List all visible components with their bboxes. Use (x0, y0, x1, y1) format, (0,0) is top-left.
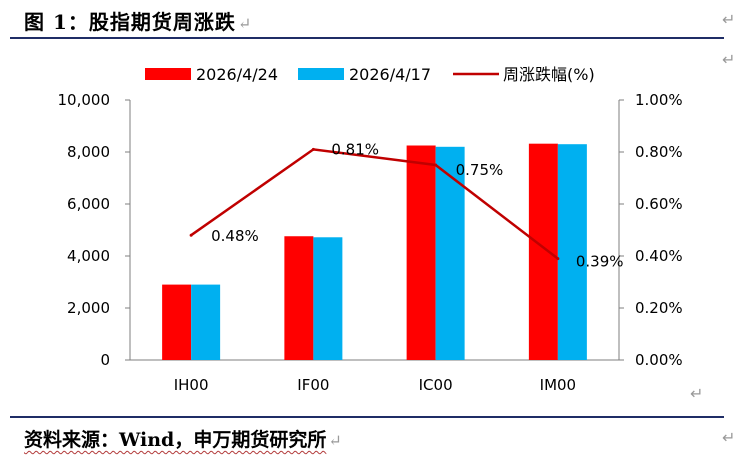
legend-label-series-2: 2026/4/17 (349, 65, 431, 84)
data-label: 0.75% (456, 161, 504, 179)
chart-bars (162, 143, 587, 360)
line-series-path (190, 148, 559, 260)
data-label: 0.48% (211, 227, 259, 245)
legend-label-series-1: 2026/4/24 (196, 65, 278, 84)
paragraph-mark-icon: ↵ (237, 14, 253, 33)
y-left-tick-label: 8,000 (67, 143, 110, 161)
line-point (311, 147, 315, 151)
x-tick-label: IF00 (297, 376, 329, 394)
legend-label-series-3: 周涨跌幅(%) (503, 65, 595, 84)
y-left-tick-label: 0 (100, 351, 110, 369)
source-note: 资料来源：Wind，申万期货研究所 ↵ (24, 425, 342, 452)
bottom-divider (10, 416, 724, 418)
legend-swatch-series-2 (298, 68, 344, 80)
y-right-tick-label: 1.00% (635, 91, 683, 109)
bar-IF00-series-1 (284, 236, 314, 360)
y-left-tick-label: 2,000 (67, 299, 110, 317)
x-tick-label: IM00 (540, 376, 576, 394)
top-divider (10, 37, 724, 39)
x-tick-label: IH00 (174, 376, 209, 394)
bar-IF00-series-2 (313, 237, 343, 360)
chart-legend: 2026/4/24 2026/4/17 周涨跌幅(%) (145, 65, 595, 84)
y-right-tick-label: 0.00% (635, 351, 683, 369)
data-label: 0.39% (576, 253, 624, 271)
chart-axes: 0 2,000 4,000 6,000 8,000 10,000 0.00% 0.20% 0.4… (58, 91, 683, 394)
y-right-tick-label: 0.40% (635, 247, 683, 265)
paragraph-mark-icon: ↵ (722, 50, 736, 69)
x-tick-label: IC00 (419, 376, 453, 394)
bar-IC00-series-1 (406, 145, 436, 360)
data-label: 0.81% (331, 140, 379, 158)
y-right-tick-label: 0.60% (635, 195, 683, 213)
y-left-tick-label: 6,000 (67, 195, 110, 213)
y-left-tick-label: 4,000 (67, 247, 110, 265)
paragraph-mark-icon: ↵ (722, 428, 736, 447)
y-right-tick-label: 0.20% (635, 299, 683, 317)
paragraph-mark-icon: ↵ (690, 384, 704, 403)
y-left-tick-label: 10,000 (58, 91, 111, 109)
bar-IM00-series-2 (557, 144, 587, 360)
line-point (556, 257, 560, 261)
bar-IM00-series-1 (528, 143, 558, 360)
source-note-text: 资料来源：Wind，申万期货研究所 (24, 429, 327, 451)
chart-line: 0.48% 0.81% 0.75% 0.39% (189, 140, 624, 271)
y-right-tick-label: 0.80% (635, 143, 683, 161)
line-point (189, 233, 193, 237)
figure-title: 图 1：股指期货周涨跌 ↵ (24, 6, 252, 35)
line-point (434, 163, 438, 167)
paragraph-mark-icon: ↵ (722, 10, 736, 29)
bar-IH00-series-1 (162, 284, 192, 360)
bar-IH00-series-2 (191, 284, 221, 360)
paragraph-mark-icon: ↵ (328, 431, 342, 450)
figure-title-text: 图 1：股指期货周涨跌 (24, 10, 236, 34)
legend-swatch-series-1 (145, 68, 191, 80)
